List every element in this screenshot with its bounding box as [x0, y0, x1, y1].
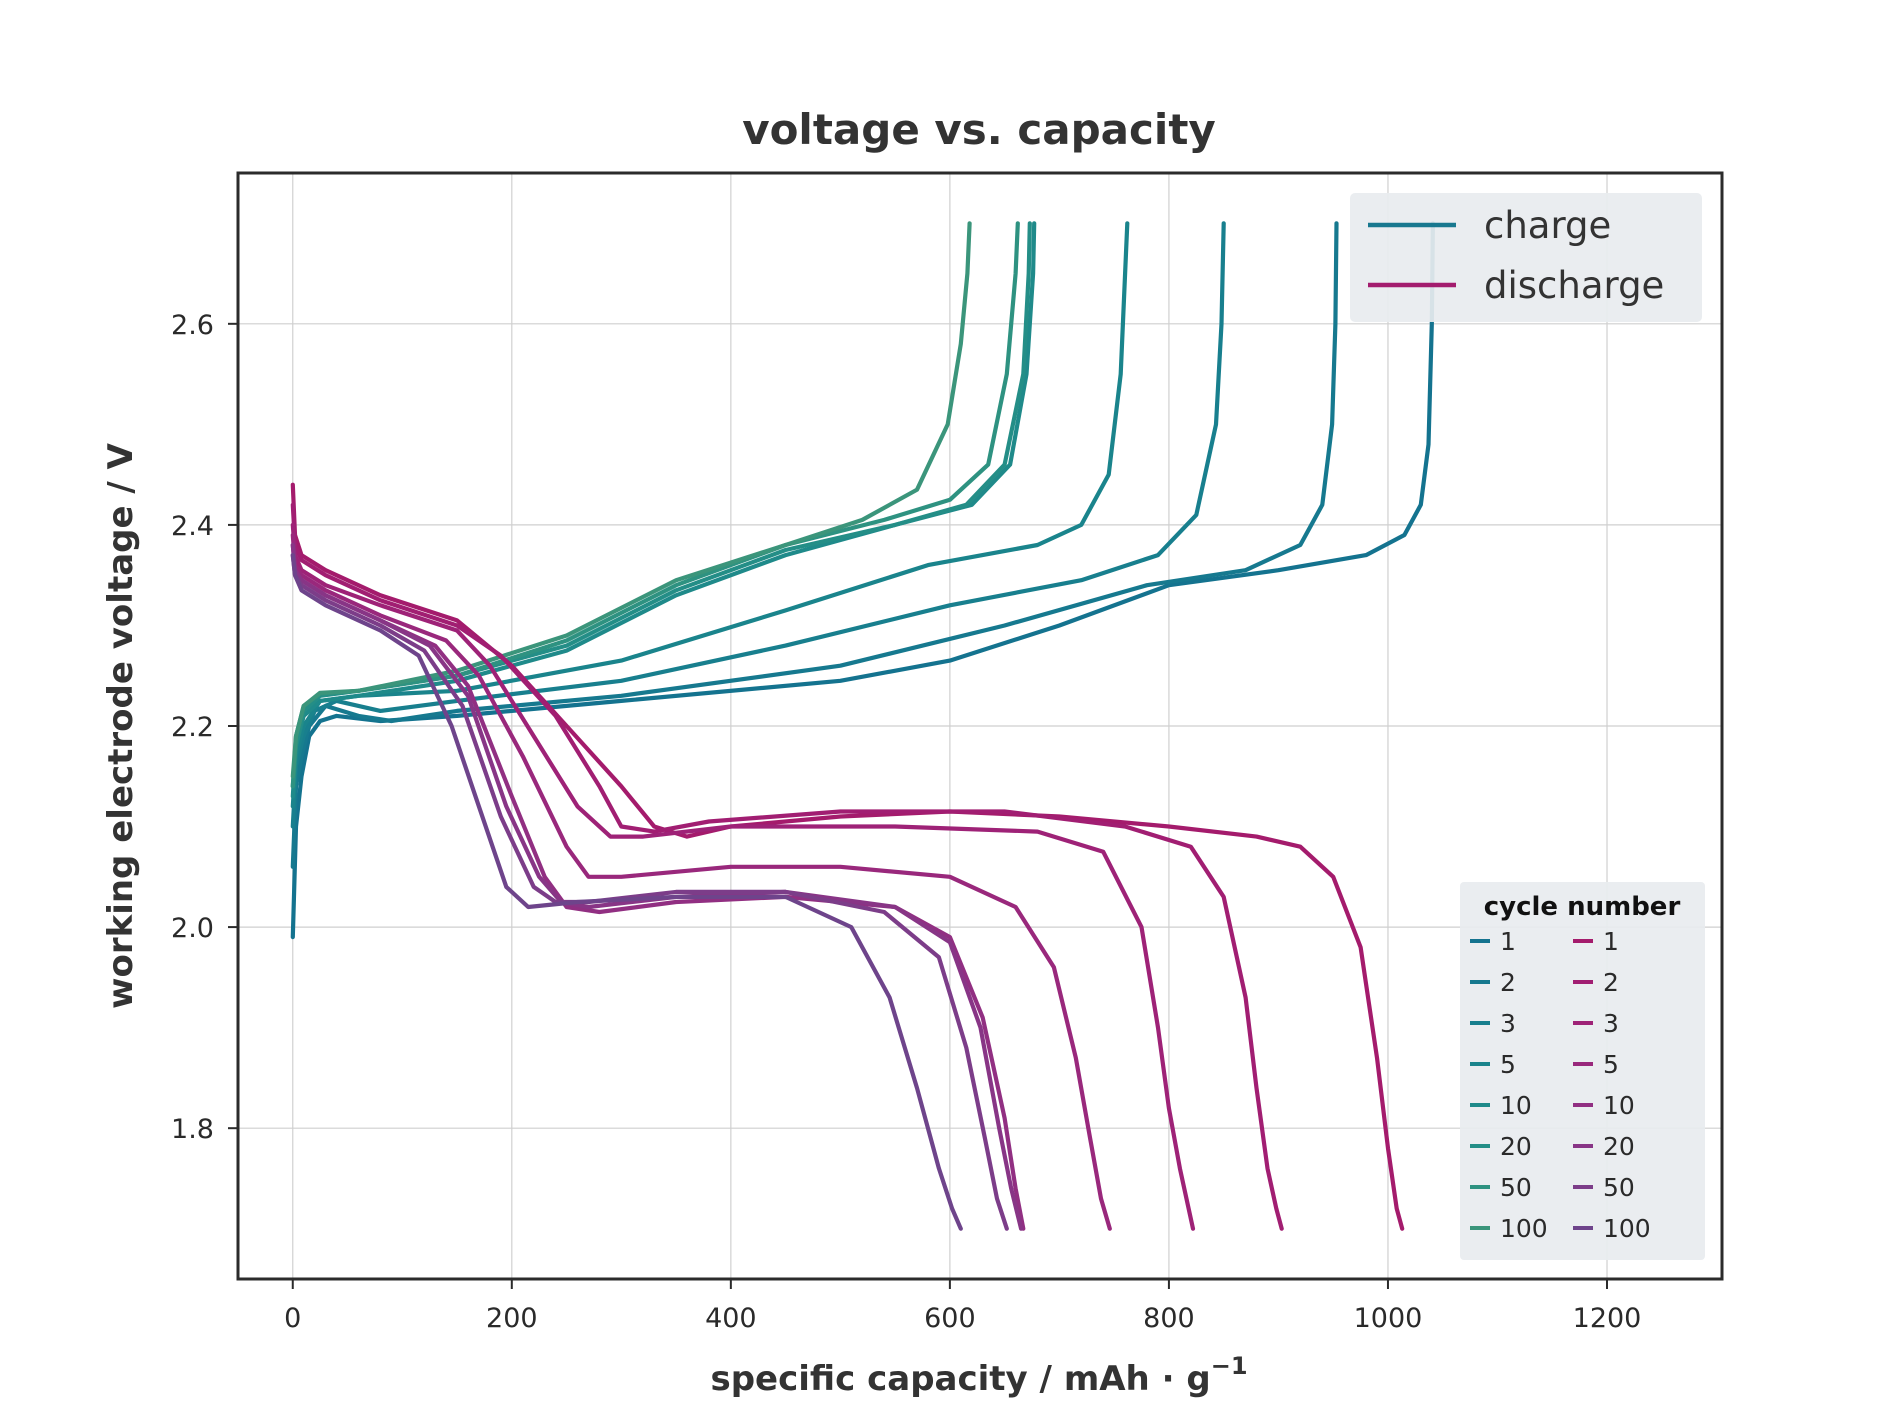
grid-lines: [238, 173, 1722, 1279]
series-line-discharge-cycle-1: [290, 482, 1405, 1231]
series-line-discharge-cycle-5: [290, 532, 1112, 1231]
x-axis-title: specific capacity / mAh · g−1: [710, 1352, 1247, 1399]
x-tick-label: 0: [284, 1303, 301, 1334]
y-tick-label: 2.0: [171, 913, 214, 944]
y-tick-label: 2.6: [171, 310, 214, 341]
cycle-label-discharge: 2: [1603, 968, 1619, 997]
cycle-label-charge: 1: [1500, 927, 1516, 956]
cycle-label-charge: 3: [1500, 1009, 1516, 1038]
cycle-label-discharge: 10: [1603, 1091, 1635, 1120]
series-line-charge-cycle-3: [290, 221, 1226, 829]
x-axis-title-text: specific capacity / mAh · g: [710, 1359, 1210, 1399]
series-line-charge-cycle-10: [290, 221, 1037, 799]
cycle-legend-title: cycle number: [1484, 892, 1681, 922]
cycle-label-charge: 5: [1500, 1050, 1516, 1079]
y-axis-title: working electrode voltage / V: [101, 442, 141, 1009]
legend-label-charge: charge: [1484, 204, 1611, 247]
series-line-discharge-cycle-50: [290, 553, 1009, 1231]
series-lines: [290, 221, 1435, 1231]
cycle-label-discharge: 3: [1603, 1009, 1619, 1038]
cycle-label-charge: 2: [1500, 968, 1516, 997]
y-tick-label: 1.8: [171, 1114, 214, 1145]
series-line-discharge-cycle-2: [290, 502, 1284, 1231]
cycle-label-discharge: 50: [1603, 1173, 1635, 1202]
series-line-charge-cycle-100: [290, 221, 972, 779]
x-tick-label: 1200: [1573, 1303, 1642, 1334]
axis-ticks: 0 200 400 600 800 1000 1200 1.8 2.0 2.2 2.4 2.6: [171, 310, 1641, 1334]
series-line-charge-cycle-20: [290, 221, 1032, 789]
x-tick-label: 400: [705, 1303, 757, 1334]
chart-title: voltage vs. capacity: [742, 105, 1216, 154]
cycle-label-discharge: 1: [1603, 927, 1619, 956]
cycle-label-charge: 20: [1500, 1132, 1532, 1161]
cycle-label-charge: 100: [1500, 1214, 1548, 1243]
series-line-charge-cycle-1: [290, 221, 1435, 940]
x-axis-title-superscript: −1: [1211, 1352, 1248, 1380]
cycle-label-discharge: 5: [1603, 1050, 1619, 1079]
x-tick-label: 200: [486, 1303, 538, 1334]
cycle-label-charge: 50: [1500, 1173, 1532, 1202]
series-legend: charge discharge: [1350, 193, 1702, 322]
series-line-charge-cycle-5: [290, 221, 1130, 809]
y-tick-label: 2.2: [171, 712, 214, 743]
x-tick-label: 600: [924, 1303, 976, 1334]
x-tick-label: 800: [1143, 1303, 1195, 1334]
cycle-legend: cycle number 1 1 2 2 3 3 5 5 10 10 20 20 50 50 100 100: [1460, 882, 1705, 1260]
cycle-legend-box: [1460, 882, 1705, 1260]
cycle-label-charge: 10: [1500, 1091, 1532, 1120]
y-tick-label: 2.4: [171, 511, 214, 542]
legend-label-discharge: discharge: [1484, 264, 1664, 307]
cycle-legend-items: 1 1 2 2 3 3 5 5 10 10 20 20 50 50 100 100: [1470, 927, 1651, 1243]
x-tick-label: 1000: [1354, 1303, 1423, 1334]
cycle-label-discharge: 20: [1603, 1132, 1635, 1161]
cycle-label-discharge: 100: [1603, 1214, 1651, 1243]
series-line-discharge-cycle-3: [290, 522, 1196, 1231]
series-line-discharge-cycle-100: [290, 553, 963, 1231]
